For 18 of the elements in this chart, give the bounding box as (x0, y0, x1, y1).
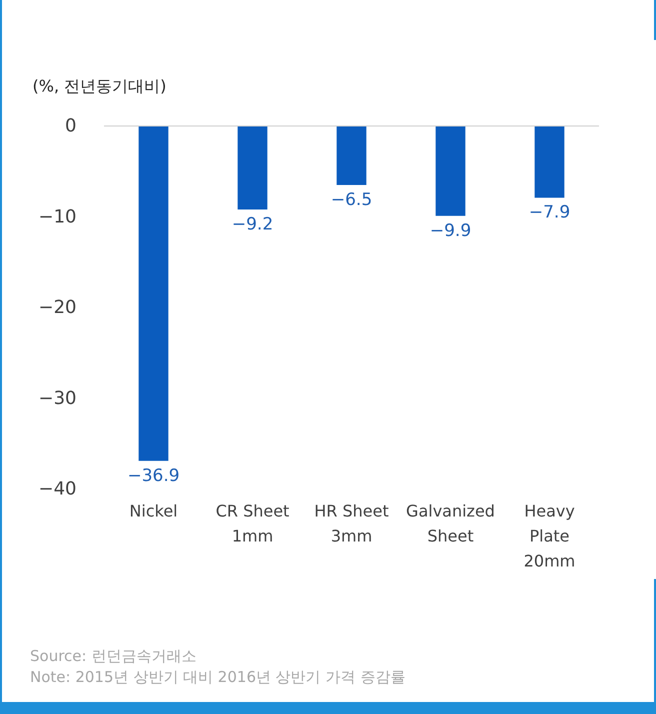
x-tick-label: Galvanized Sheet (406, 502, 495, 546)
text: Note: 2015년 상반기 대비 2016년 상반기 가격 증감률 (30, 667, 406, 688)
y-tick-label: 0 (65, 116, 76, 136)
data-label: −9.2 (232, 214, 274, 234)
x-tick-label: Heavy Plate 20mm (524, 502, 576, 570)
x-tick-label: CR Sheet 1mm (216, 502, 290, 546)
y-tick-label: −40 (38, 478, 76, 500)
data-label: −7.9 (528, 202, 570, 223)
y-tick-label: −30 (38, 388, 76, 409)
y-tick-label: −20 (38, 297, 76, 318)
source-note: Source: 런던금속거래소 (30, 646, 198, 667)
x-tick-label: Nickel (129, 502, 178, 520)
x-tick-label: HR Sheet 3mm (314, 502, 389, 546)
data-label: −6.5 (330, 190, 372, 210)
data-label: −36.9 (127, 466, 180, 486)
data-label: −9.9 (430, 220, 472, 241)
y-axis-title: (%, 전년동기대비) (32, 76, 166, 96)
y-tick-label: −10 (38, 206, 76, 228)
